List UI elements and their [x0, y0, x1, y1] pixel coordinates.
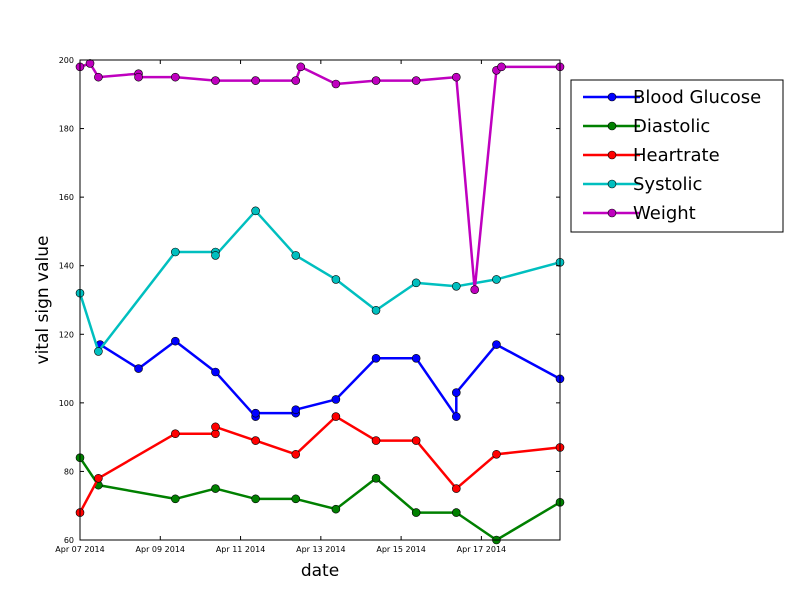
- data-point-systolic: [94, 347, 103, 356]
- x-axis-title: date: [301, 561, 339, 581]
- x-tick-label: Apr 07 2014: [55, 545, 104, 554]
- y-tick-label: 120: [59, 330, 74, 339]
- data-point-heartrate: [492, 449, 501, 459]
- y-tick-label: 160: [59, 193, 74, 202]
- data-point-weight: [291, 76, 301, 85]
- legend-item-heartrate: Heartrate: [583, 145, 720, 166]
- data-point-diastolic: [331, 504, 341, 514]
- data-point-heartrate: [291, 449, 301, 459]
- legend-label: Diastolic: [633, 116, 710, 137]
- data-point-systolic: [492, 275, 501, 284]
- legend-marker: [607, 179, 617, 189]
- legend-marker: [607, 208, 617, 218]
- data-point-heartrate: [211, 422, 220, 432]
- y-axis-title: vital sign value: [33, 236, 53, 365]
- data-point-diastolic: [211, 484, 220, 493]
- data-point-systolic: [211, 251, 220, 260]
- x-tick-label: Apr 09 2014: [136, 545, 185, 554]
- y-tick-label: 100: [59, 399, 74, 408]
- data-point-diastolic: [452, 508, 461, 517]
- data-point-weight: [211, 76, 220, 85]
- plot-frame: [79, 59, 561, 541]
- legend-item-blood-glucose: Blood Glucose: [583, 87, 761, 108]
- data-point-diastolic: [371, 473, 381, 483]
- y-tick-label: 180: [59, 125, 74, 134]
- series-line-diastolic: [78, 457, 561, 542]
- data-point-diastolic: [251, 494, 260, 504]
- y-tick-label: 200: [59, 56, 74, 65]
- data-point-diastolic: [291, 494, 301, 504]
- data-point-systolic: [331, 275, 341, 284]
- x-tick-label: Apr 13 2014: [296, 545, 345, 554]
- data-point-blood-glucose: [331, 395, 341, 404]
- legend: Blood Glucose Diastolic Heartrate Systolic W…: [570, 79, 784, 233]
- legend-item-systolic: Systolic: [583, 174, 702, 195]
- data-point-heartrate: [452, 484, 461, 493]
- legend-label: Heartrate: [633, 145, 720, 166]
- y-tick-label: 60: [64, 536, 74, 545]
- legend-item-diastolic: Diastolic: [583, 116, 710, 137]
- data-point-weight: [94, 72, 103, 82]
- data-point-blood-glucose: [492, 340, 501, 349]
- data-point-systolic: [452, 281, 461, 291]
- x-tick-label: Apr 11 2014: [216, 545, 265, 554]
- legend-label: Blood Glucose: [633, 87, 761, 108]
- series-diastolic: [75, 453, 565, 545]
- data-point-blood-glucose: [211, 367, 220, 377]
- x-tick-label: Apr 15 2014: [376, 545, 425, 554]
- data-point-weight: [497, 62, 506, 72]
- data-point-blood-glucose: [371, 353, 381, 363]
- data-point-blood-glucose: [134, 364, 143, 373]
- legend-marker: [607, 92, 617, 102]
- data-point-diastolic: [171, 494, 180, 504]
- data-point-blood-glucose: [411, 353, 421, 363]
- data-point-blood-glucose: [452, 412, 461, 421]
- data-point-systolic: [171, 247, 180, 257]
- data-point-weight: [411, 76, 421, 85]
- data-point-heartrate: [251, 436, 260, 445]
- x-tick-label: Apr 17 2014: [457, 545, 506, 554]
- data-point-weight: [331, 79, 341, 89]
- legend-item-weight: Weight: [583, 203, 696, 224]
- data-point-weight: [470, 285, 480, 295]
- data-point-heartrate: [411, 436, 421, 445]
- legend-label: Weight: [633, 203, 696, 224]
- series-line-weight: [79, 62, 560, 291]
- data-point-systolic: [251, 206, 260, 216]
- data-point-blood-glucose: [291, 405, 301, 415]
- data-point-weight: [251, 76, 260, 85]
- y-tick-label: 80: [64, 467, 74, 476]
- data-point-weight: [371, 76, 381, 85]
- legend-label: Systolic: [633, 174, 702, 195]
- ticks-layer: 60 80 100 120 140 160 180 200 Apr 07 2014 Apr 09 …: [55, 56, 560, 554]
- data-point-heartrate: [94, 473, 103, 483]
- data-point-blood-glucose: [452, 388, 461, 397]
- y-tick-label: 140: [59, 262, 74, 271]
- data-point-heartrate: [171, 429, 180, 439]
- data-point-weight: [134, 72, 143, 82]
- data-point-blood-glucose: [251, 408, 260, 418]
- data-point-weight: [452, 72, 461, 82]
- data-point-systolic: [411, 278, 421, 288]
- data-point-weight: [171, 72, 180, 82]
- data-point-diastolic: [411, 508, 421, 517]
- data-point-systolic: [371, 305, 381, 315]
- data-point-weight: [85, 59, 95, 68]
- data-point-heartrate: [331, 412, 341, 421]
- legend-marker: [607, 121, 617, 131]
- data-point-blood-glucose: [171, 336, 180, 346]
- data-point-weight: [296, 62, 306, 72]
- data-point-systolic: [291, 251, 301, 260]
- legend-marker: [607, 150, 617, 160]
- data-point-heartrate: [371, 436, 381, 445]
